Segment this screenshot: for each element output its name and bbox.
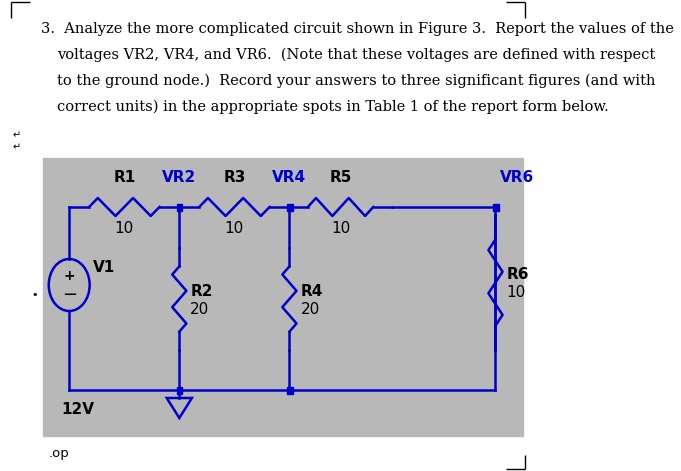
Text: 10: 10	[507, 285, 526, 300]
Text: 10: 10	[225, 221, 244, 236]
Text: V1: V1	[93, 260, 115, 275]
Bar	[177, 204, 183, 211]
Text: VR2: VR2	[162, 170, 196, 185]
Text: 20: 20	[190, 301, 210, 317]
Text: R4: R4	[300, 284, 323, 299]
Text: R1: R1	[113, 170, 136, 185]
Text: 3.  Analyze the more complicated circuit shown in Figure 3.  Report the values o: 3. Analyze the more complicated circuit …	[41, 22, 674, 36]
Text: voltages VR2, VR4, and VR6.  (Note that these voltages are defined with respect: voltages VR2, VR4, and VR6. (Note that t…	[57, 48, 655, 62]
Text: VR6: VR6	[501, 170, 535, 185]
Bar	[493, 204, 498, 211]
Text: ↵: ↵	[12, 130, 20, 140]
Text: 12V: 12V	[61, 402, 95, 417]
Text: to the ground node.)  Record your answers to three significant figures (and with: to the ground node.) Record your answers…	[57, 74, 655, 89]
Text: 10: 10	[114, 221, 134, 236]
Text: R2: R2	[190, 284, 213, 299]
Text: R6: R6	[507, 267, 529, 282]
Text: R5: R5	[330, 170, 352, 185]
Text: R3: R3	[223, 170, 246, 185]
Text: correct units) in the appropriate spots in Table 1 of the report form below.: correct units) in the appropriate spots …	[57, 100, 608, 114]
Bar	[177, 387, 183, 394]
Text: •: •	[31, 290, 38, 300]
Bar	[287, 387, 293, 394]
Bar	[287, 204, 293, 211]
Text: +: +	[63, 269, 75, 283]
Text: 20: 20	[300, 301, 319, 317]
Bar	[44, 158, 523, 436]
Text: .op: .op	[49, 447, 69, 460]
Text: −: −	[62, 286, 77, 304]
Text: VR4: VR4	[272, 170, 306, 185]
Text: 10: 10	[331, 221, 350, 236]
Text: ↵: ↵	[12, 142, 20, 152]
